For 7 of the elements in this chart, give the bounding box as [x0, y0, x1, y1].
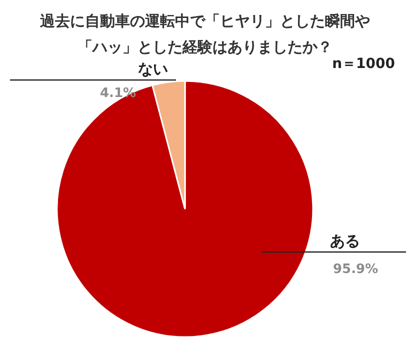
slice-label: ない [138, 60, 168, 78]
data-label: 95.9% [333, 262, 378, 277]
slice-label: ある [330, 232, 360, 250]
text: n＝1000 [332, 56, 396, 72]
data-label: 4.1% [100, 86, 136, 101]
pie-slice [56, 80, 314, 337]
chart-title: 過去に自動車の運転中で「ヒヤリ」とした瞬間や「ハッ」とした経験はありましたか？ [40, 11, 370, 58]
